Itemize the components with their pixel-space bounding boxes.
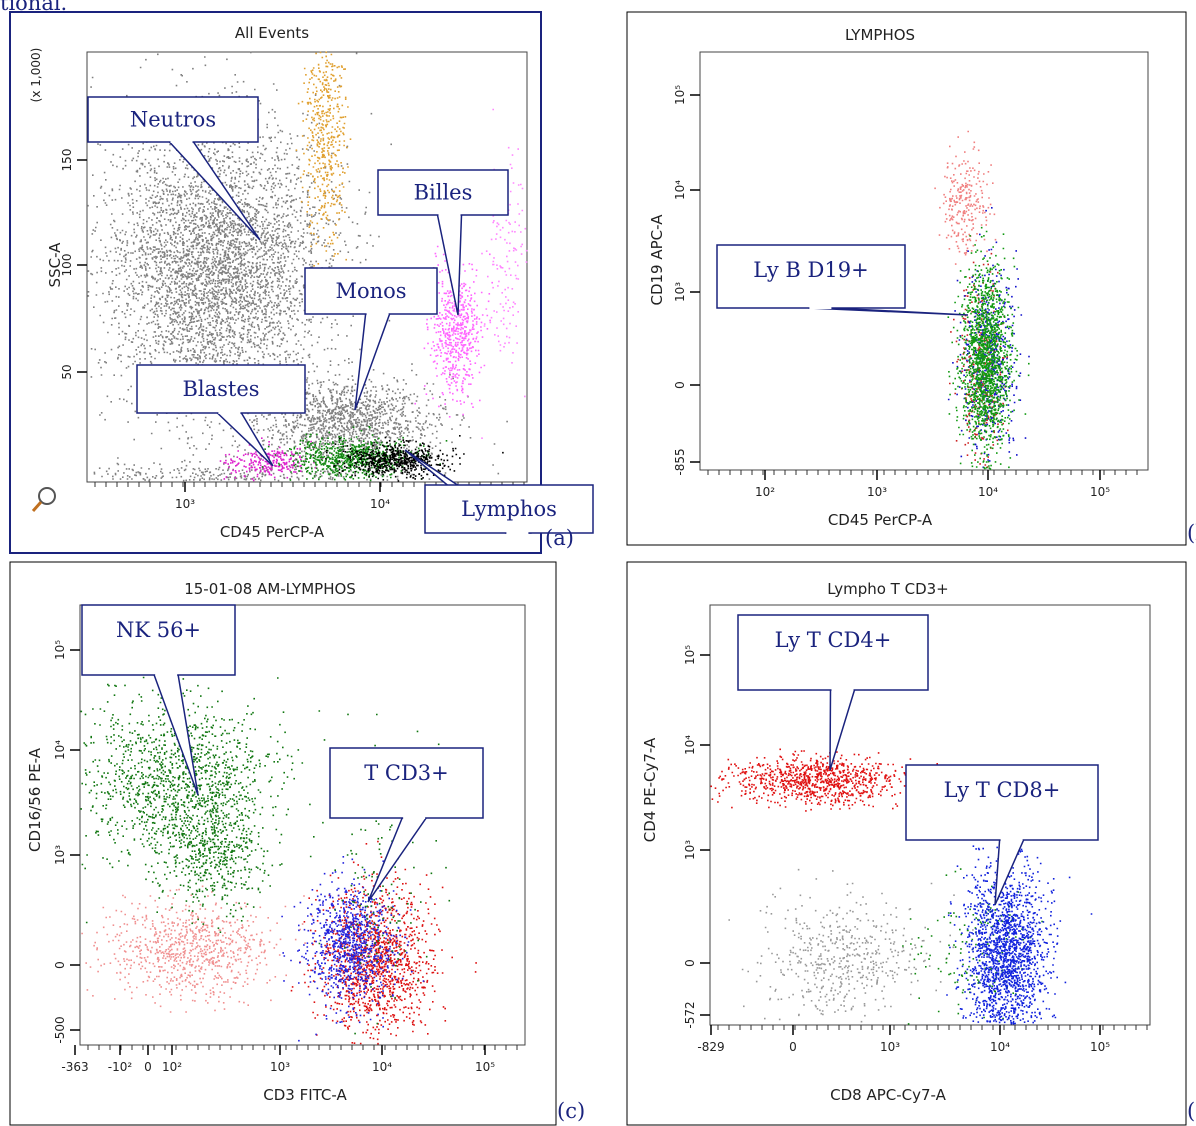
callout-box xyxy=(304,267,438,315)
event-cloud xyxy=(934,130,997,265)
event-cloud xyxy=(219,437,333,482)
event-cloud xyxy=(87,51,453,479)
callout-label: Ly T CD8+ xyxy=(944,778,1061,802)
plot-area xyxy=(79,604,526,1046)
y-tick-label: 50 xyxy=(60,364,74,379)
callout-box xyxy=(377,169,509,216)
y-tick-label: 10⁵ xyxy=(683,645,697,665)
panel-title: 15-01-08 AM-LYMPHOS xyxy=(184,580,356,598)
event-cloud xyxy=(728,868,974,1023)
x-tick-label: 10⁴ xyxy=(372,1060,392,1074)
event-cloud xyxy=(947,226,1030,470)
x-tick-label: 0 xyxy=(789,1040,797,1054)
y-tick-label: 10³ xyxy=(683,840,697,860)
event-cloud xyxy=(295,51,352,283)
y-tick-label: 0 xyxy=(53,961,67,969)
panel-label: (a) xyxy=(545,526,574,550)
x-tick-label: -363 xyxy=(61,1060,88,1074)
panel-label: (d) xyxy=(1187,1099,1196,1123)
x-tick-label: 10³ xyxy=(867,485,887,499)
panel-title: Lympho T CD3+ xyxy=(827,580,949,598)
y-tick-label: 10⁴ xyxy=(683,735,697,755)
callout-box xyxy=(716,244,906,309)
event-cloud xyxy=(281,856,425,1042)
y-tick-label: 100 xyxy=(60,254,74,277)
x-tick-label: 10² xyxy=(162,1060,182,1074)
zoom-icon xyxy=(38,487,56,505)
y-tick-label: 10³ xyxy=(53,845,67,865)
callout-box xyxy=(424,484,594,534)
panel-title: LYMPHOS xyxy=(845,26,915,44)
callout-label: Blastes xyxy=(182,377,259,401)
y-tick-label: 10⁵ xyxy=(53,640,67,660)
x-tick-label: 10³ xyxy=(175,497,195,511)
y-axis-label: SSC-A xyxy=(46,242,64,288)
callout-label: Ly B D19+ xyxy=(753,258,868,282)
x-tick-label: -10² xyxy=(108,1060,133,1074)
x-tick-label: 10³ xyxy=(880,1040,900,1054)
callout-label: Billes xyxy=(414,181,473,205)
callout-box xyxy=(905,764,1099,841)
y-axis-label: CD16/56 PE-A xyxy=(26,747,44,852)
y-tick-label: 0 xyxy=(673,381,687,389)
y-axis-label: CD19 APC-A xyxy=(648,214,666,306)
y-tick-label: 10⁴ xyxy=(673,180,687,200)
x-tick-label: 10⁴ xyxy=(370,497,390,511)
callout-label: Monos xyxy=(335,279,406,303)
callout-box xyxy=(737,614,929,691)
callout-label: Neutros xyxy=(130,108,216,132)
y-axis-scale: (x 1,000) xyxy=(29,48,43,103)
callout-label: T CD3+ xyxy=(364,761,449,785)
callout-box xyxy=(136,364,306,414)
callout-label: NK 56+ xyxy=(116,618,201,642)
y-tick-label: 0 xyxy=(683,959,697,967)
event-cloud xyxy=(93,457,500,482)
x-tick-label: -829 xyxy=(697,1040,724,1054)
panel-title: All Events xyxy=(235,24,309,42)
y-axis-label: CD4 PE-Cy7-A xyxy=(641,737,659,842)
x-axis-label: CD3 FITC-A xyxy=(263,1086,347,1104)
panel-label: (b) xyxy=(1187,521,1196,545)
callout-label: Lymphos xyxy=(461,497,557,521)
y-tick-label: -855 xyxy=(673,448,687,475)
x-axis-label: CD45 PerCP-A xyxy=(828,511,933,529)
x-tick-label: 10⁵ xyxy=(1090,1040,1110,1054)
x-tick-label: 0 xyxy=(144,1060,152,1074)
event-cloud xyxy=(710,748,938,812)
x-tick-label: 10² xyxy=(755,485,775,499)
x-tick-label: 10³ xyxy=(270,1060,290,1074)
y-tick-label: 10⁴ xyxy=(53,740,67,760)
callout-box xyxy=(81,604,236,676)
event-cloud xyxy=(81,885,313,1013)
event-cloud xyxy=(946,813,1093,1025)
callout-box xyxy=(87,96,259,143)
event-cloud xyxy=(325,435,504,482)
callout-box xyxy=(329,747,484,819)
callout-label: Ly T CD4+ xyxy=(775,628,892,652)
x-axis-label: CD8 APC-Cy7-A xyxy=(830,1086,947,1104)
y-tick-label: -500 xyxy=(53,1016,67,1043)
y-tick-label: 10³ xyxy=(673,282,687,302)
x-axis-label: CD45 PerCP-A xyxy=(220,523,325,541)
y-tick-label: 10⁵ xyxy=(673,85,687,105)
x-tick-label: 10⁵ xyxy=(1090,485,1110,499)
event-cloud xyxy=(204,360,508,481)
x-tick-label: 10⁴ xyxy=(990,1040,1010,1054)
zoom-handle xyxy=(31,501,43,512)
event-cloud xyxy=(146,758,324,933)
y-tick-label: -572 xyxy=(683,1001,697,1028)
x-tick-label: 10⁴ xyxy=(978,485,998,499)
panel-label: (c) xyxy=(557,1099,585,1123)
x-tick-label: 10⁵ xyxy=(475,1060,495,1074)
y-tick-label: 150 xyxy=(60,149,74,172)
